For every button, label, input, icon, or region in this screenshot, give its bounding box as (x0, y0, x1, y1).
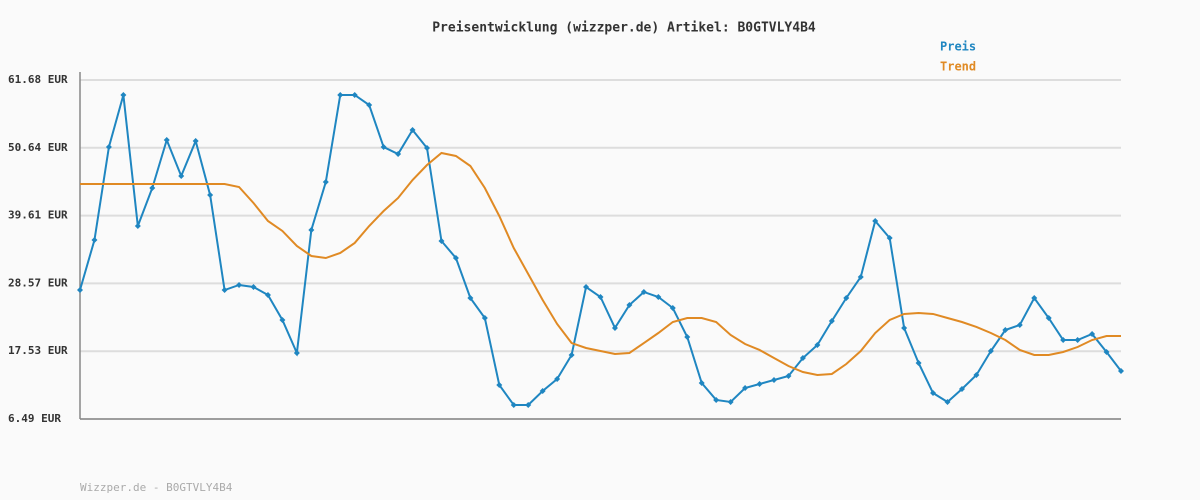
point-marker (1118, 367, 1124, 374)
point-marker (438, 237, 445, 244)
point-marker (785, 373, 792, 380)
point-marker (915, 359, 922, 366)
legend-entry: Trend (940, 60, 976, 74)
y-tick-label: 61.68 EUR (8, 73, 68, 86)
point-marker (539, 387, 546, 394)
point-marker (105, 144, 112, 151)
point-marker (799, 355, 806, 362)
point-marker (395, 151, 402, 158)
point-marker (351, 91, 358, 98)
point-marker (626, 301, 633, 308)
point-marker (857, 273, 864, 280)
point-marker (221, 287, 228, 294)
point-marker (1103, 348, 1110, 355)
point-marker (481, 315, 488, 322)
point-marker (828, 318, 835, 325)
point-marker (366, 101, 373, 108)
point-marker (930, 390, 937, 397)
footer: Wizzper.de - B0GTVLY4B4 (80, 481, 233, 494)
point-marker (597, 294, 604, 301)
point-marker (207, 191, 214, 198)
point-marker (91, 237, 98, 244)
y-tick-label: 39.61 EUR (8, 209, 68, 222)
point-marker (149, 184, 156, 191)
point-marker (1074, 337, 1081, 344)
point-marker (424, 144, 430, 151)
point-marker (264, 291, 271, 298)
point-marker (134, 223, 141, 230)
point-marker (236, 281, 243, 288)
point-marker (886, 234, 893, 241)
chart-title: Preisentwicklung (wizzper.de) Artikel: B… (432, 21, 816, 36)
legend-entry: Preis (940, 40, 976, 54)
point-marker (713, 396, 720, 403)
point-marker (1089, 330, 1096, 337)
point-marker (973, 372, 980, 379)
point-marker (814, 341, 821, 348)
point-marker (409, 126, 416, 133)
point-marker (510, 401, 517, 408)
point-marker (178, 173, 185, 180)
point-marker (192, 137, 199, 144)
point-marker (872, 217, 879, 224)
point-marker (1045, 315, 1052, 322)
point-marker (496, 381, 503, 388)
point-marker (568, 351, 575, 358)
y-tick-label: 28.57 EUR (8, 276, 68, 289)
point-marker (279, 316, 286, 323)
point-marker (467, 294, 474, 301)
point-marker (1031, 294, 1038, 301)
point-marker (1016, 321, 1023, 328)
point-marker (163, 137, 170, 144)
series-line (80, 151, 1121, 377)
point-marker (987, 348, 994, 355)
point-marker (901, 324, 908, 331)
point-marker (250, 283, 257, 290)
y-tick-label: 17.53 EUR (8, 344, 68, 357)
point-marker (1002, 326, 1009, 333)
point-marker (293, 349, 300, 356)
point-marker (640, 288, 647, 295)
point-marker (337, 91, 344, 98)
point-marker (669, 305, 676, 312)
point-marker (611, 324, 618, 331)
point-marker (452, 255, 459, 262)
point-marker (322, 179, 329, 186)
point-marker (554, 376, 561, 383)
y-tick-label: 6.49 EUR (8, 412, 61, 425)
point-marker (727, 398, 734, 405)
point-marker (120, 91, 127, 98)
point-marker (843, 294, 850, 301)
point-marker (944, 398, 951, 405)
point-marker (958, 385, 965, 392)
point-marker (771, 376, 777, 383)
point-marker (698, 380, 705, 387)
point-marker (583, 283, 590, 290)
point-marker (684, 333, 691, 340)
point-marker (756, 380, 763, 387)
point-marker (742, 384, 749, 391)
point-marker (655, 294, 662, 301)
point-marker (525, 401, 532, 408)
point-marker (308, 226, 315, 233)
point-marker (77, 287, 83, 294)
point-marker (1060, 337, 1067, 344)
series-line (79, 93, 1122, 406)
point-marker (380, 144, 387, 151)
y-tick-label: 50.64 EUR (8, 141, 68, 154)
